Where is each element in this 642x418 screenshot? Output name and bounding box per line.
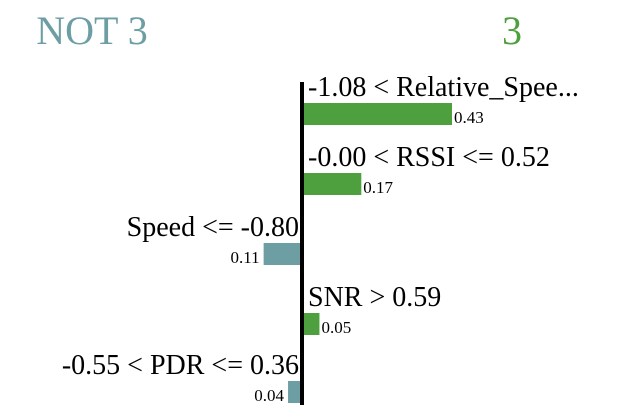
bars-group: -1.08 < Relative_Spee... 0.43 -0.00 < RSSI… bbox=[62, 72, 579, 405]
negative-bar bbox=[288, 381, 302, 403]
feature-label: -1.08 < Relative_Spee... bbox=[308, 72, 579, 103]
feature-label: -0.00 < RSSI <= 0.52 bbox=[308, 142, 550, 173]
value-label: 0.43 bbox=[454, 108, 484, 127]
positive-class-label: 3 bbox=[502, 8, 522, 53]
value-label: 0.11 bbox=[231, 248, 260, 267]
negative-class-label: NOT 3 bbox=[36, 8, 147, 53]
feature-label: SNR > 0.59 bbox=[308, 282, 441, 313]
positive-bar bbox=[302, 313, 320, 335]
value-label: 0.04 bbox=[254, 386, 284, 405]
negative-bar bbox=[263, 243, 302, 265]
feature-label: Speed <= -0.80 bbox=[127, 212, 299, 243]
positive-bar bbox=[302, 103, 452, 125]
value-label: 0.17 bbox=[363, 178, 393, 197]
value-label: 0.05 bbox=[321, 318, 351, 337]
positive-bar bbox=[302, 173, 362, 195]
feature-label: -0.55 < PDR <= 0.36 bbox=[62, 350, 299, 381]
